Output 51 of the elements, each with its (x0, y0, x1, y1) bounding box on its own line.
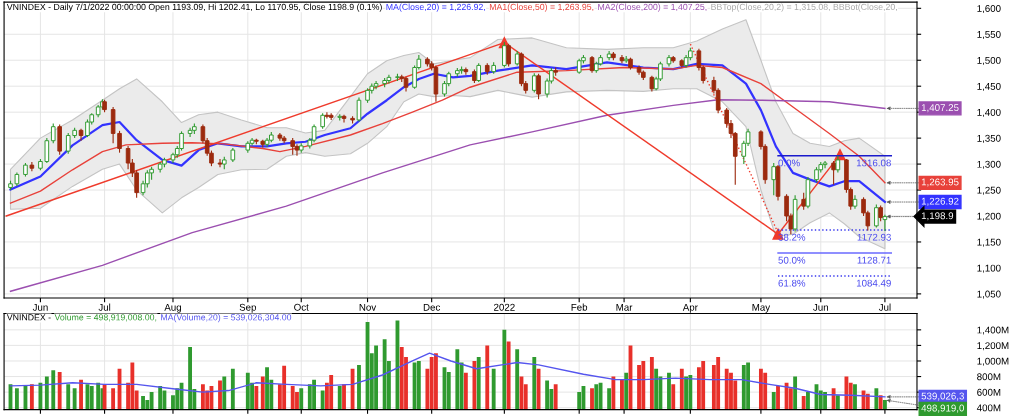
annotation: 50.0% (778, 256, 806, 264)
x-tick-label: Jul (98, 303, 111, 311)
annotation: 1,263.95 (921, 178, 959, 187)
text: MA1(Close,50) = 1,263.95, (489, 3, 594, 12)
annotation: 1,198.9 (921, 212, 954, 221)
chart-title: VNINDEX - Daily 7/1/2022 00:00:00 Open 1193.09, Hi 1202.41, Lo 1170.95, Close 1198.9 (0.1%) (6, 3, 382, 12)
y-tick-label: 1,050 (977, 290, 1001, 299)
annotation: 61.8% (778, 279, 806, 287)
y-tick-label: 1,500 (977, 56, 1001, 66)
y-tick-label: 1,150 (977, 238, 1001, 247)
annotation: 1,407.25 (921, 104, 959, 113)
y-tick-label: 1,400M (977, 326, 1009, 335)
text: MA(Close,20) = 1,226.92, (386, 3, 485, 12)
x-tick-label: Jun (32, 303, 48, 311)
y-tick-label: 1,300 (977, 160, 1001, 169)
y-tick-label: 1,400 (977, 108, 1001, 117)
x-tick-label: Jun (813, 303, 828, 311)
y-tick-label: 1,350 (977, 134, 1001, 143)
chart-title: VNINDEX - (6, 314, 51, 321)
x-tick-label: Aug (164, 303, 181, 313)
y-tick-label: 1,450 (977, 82, 1001, 91)
annotation: 1,226.92 (921, 197, 959, 206)
annotation: 539,026,3 (921, 392, 964, 401)
y-tick-label: 1,200 (977, 212, 1001, 221)
x-tick-label: Feb (571, 303, 588, 311)
annotation: 498,919,0 (921, 404, 965, 413)
annotation: 1084.49 (856, 279, 891, 287)
y-tick-label: 800M (977, 373, 1001, 381)
y-tick-label: 400M (976, 404, 1001, 412)
y-tick-label: 1,100 (977, 264, 1001, 273)
text: Volume = 498,919,008.00, (54, 313, 157, 322)
y-tick-label: 1,550 (977, 31, 1001, 40)
x-tick-label: 2022 (494, 303, 515, 311)
x-tick-label: Jul (878, 303, 891, 311)
annotation: BBTop(Close,20,2) = 1,315.08, BBBot(Close,20, (711, 3, 897, 12)
y-tick-label: 600M (977, 388, 1001, 396)
y-tick-label: 1,200M (977, 342, 1009, 351)
y-tick-label: 1,000M (977, 357, 1009, 366)
x-tick-label: Dec (423, 303, 441, 311)
x-tick-label: Nov (359, 303, 377, 311)
text: MA2(Close,200) = 1,407.25, (598, 3, 707, 12)
annotation: 1128.71 (857, 256, 891, 264)
y-tick-label: 1,250 (977, 186, 1001, 195)
x-tick-label: Oct (294, 303, 309, 311)
x-tick-label: Mar (616, 303, 633, 311)
annotation: 1172.93 (857, 233, 891, 241)
y-tick-label: 1,600 (977, 5, 1001, 14)
text: MA(Volume,20) = 539,026,304.00 (161, 313, 292, 323)
x-tick-label: Sep (239, 303, 257, 313)
x-tick-label: May (752, 303, 771, 313)
x-tick-label: Apr (682, 303, 698, 313)
